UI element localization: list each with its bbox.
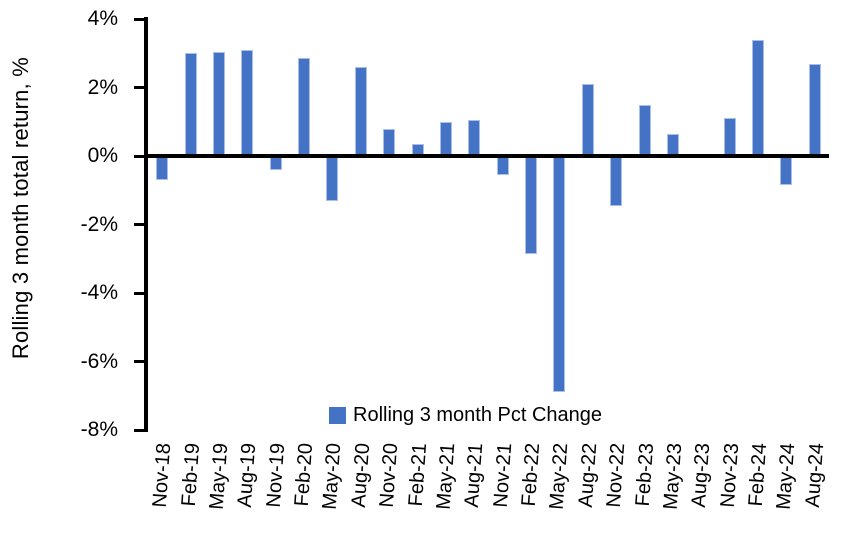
- bar-may-21: [439, 121, 452, 158]
- x-tick-label: Nov-23: [716, 442, 743, 509]
- x-tick-label: Feb-21: [404, 442, 431, 508]
- x-tick-label: Feb-19: [177, 442, 204, 508]
- legend-swatch: [329, 406, 346, 424]
- bar-feb-24: [752, 39, 765, 158]
- y-tick-mark: [134, 154, 145, 158]
- bar-aug-21: [468, 120, 481, 158]
- x-tick-label: Aug-23: [688, 442, 715, 509]
- bar-aug-24: [808, 63, 821, 158]
- legend-label: Rolling 3 month Pct Change: [353, 404, 603, 426]
- x-tick-label: May-24: [773, 442, 800, 511]
- x-tick-label: Feb-24: [744, 442, 772, 508]
- bar-may-22: [553, 156, 566, 393]
- x-tick-label: Aug-22: [574, 442, 602, 509]
- bar-feb-22: [525, 156, 538, 254]
- y-tick-mark: [134, 428, 145, 432]
- y-tick-mark: [134, 223, 145, 226]
- legend: Rolling 3 month Pct Change: [329, 403, 602, 427]
- y-tick-label: 4%: [87, 7, 118, 30]
- x-tick-label: Nov-19: [262, 442, 289, 509]
- y-axis-line: [144, 17, 148, 432]
- bar-aug-19: [241, 49, 254, 158]
- x-tick-label: May-20: [319, 442, 346, 511]
- bar-feb-23: [638, 104, 651, 158]
- bar-nov-23: [723, 118, 736, 158]
- bar-may-20: [326, 156, 339, 201]
- x-tick-label: Nov-22: [602, 442, 630, 509]
- x-tick-label: Aug-19: [234, 442, 261, 509]
- bar-may-19: [212, 51, 225, 158]
- bar-feb-20: [298, 58, 311, 158]
- x-tick-label: May-21: [432, 442, 460, 511]
- y-tick-label: 0%: [87, 144, 118, 167]
- x-tick-label: Feb-20: [290, 442, 318, 508]
- bar-nov-19: [269, 156, 282, 170]
- x-tick-label: Aug-24: [801, 442, 829, 509]
- bar-nov-22: [610, 156, 623, 206]
- x-tick-label: Feb-23: [631, 442, 658, 508]
- bar-aug-22: [581, 84, 594, 158]
- x-axis-zero-line: [144, 154, 829, 158]
- bar-may-24: [780, 156, 793, 186]
- x-tick-label: Nov-18: [148, 442, 176, 509]
- y-tick-label: -6%: [80, 349, 118, 373]
- x-tick-label: Aug-21: [461, 442, 488, 509]
- bar-nov-21: [496, 156, 509, 175]
- bar-aug-20: [354, 66, 367, 158]
- x-tick-label: Aug-20: [347, 442, 375, 509]
- y-tick-mark: [134, 17, 145, 21]
- y-tick-label: -8%: [80, 418, 118, 441]
- y-tick-mark: [134, 360, 145, 363]
- x-tick-label: May-22: [546, 442, 573, 511]
- x-tick-label: May-19: [205, 442, 233, 511]
- x-tick-label: Nov-21: [489, 442, 516, 509]
- x-tick-label: Feb-22: [517, 442, 545, 508]
- bar-feb-19: [184, 53, 197, 158]
- y-tick-label: 2%: [87, 75, 118, 99]
- y-tick-mark: [134, 86, 145, 89]
- y-tick-label: -2%: [80, 212, 118, 236]
- y-tick-mark: [134, 291, 145, 295]
- x-tick-label: Nov-20: [375, 442, 403, 509]
- y-tick-label: -4%: [80, 281, 118, 304]
- x-tick-label: May-23: [659, 442, 687, 511]
- bar-nov-18: [156, 156, 169, 180]
- y-axis-title: Rolling 3 month total return, %: [8, 57, 33, 360]
